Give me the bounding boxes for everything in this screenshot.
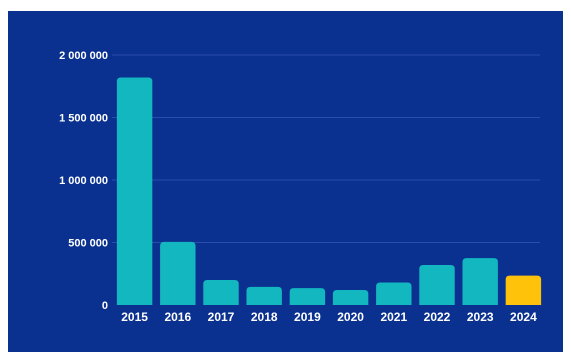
bars (116, 77, 542, 305)
x-tick-label: 2021 (380, 310, 407, 324)
y-axis-tick-labels: 0 500 000 1 000 000 1 500 000 2 000 000 (59, 50, 108, 312)
bar-2022 (419, 265, 455, 305)
bar-2019 (289, 288, 326, 305)
bar-2023 (462, 258, 498, 305)
x-axis-tick-labels: 2015 2016 2017 2018 2019 2020 2021 2022 2023 2024 (121, 310, 537, 324)
bar-2020 (332, 290, 369, 305)
bar-2021 (376, 282, 412, 305)
y-tick-label: 500 000 (68, 238, 108, 250)
bar-2024 (505, 275, 542, 305)
x-tick-label: 2019 (294, 310, 321, 324)
x-tick-label: 2018 (251, 310, 278, 324)
x-tick-label: 2015 (121, 310, 148, 324)
bar-2016 (160, 241, 196, 305)
y-tick-label: 0 (102, 300, 108, 312)
x-tick-label: 2020 (337, 310, 364, 324)
bar-2017 (203, 280, 239, 305)
bar-2015 (116, 77, 153, 305)
y-tick-label: 1 500 000 (59, 113, 108, 125)
x-tick-label: 2022 (424, 310, 451, 324)
grid-lines (112, 54, 540, 243)
x-tick-label: 2016 (164, 310, 191, 324)
x-tick-label: 2023 (467, 310, 494, 324)
bar-2018 (246, 286, 282, 305)
x-tick-label: 2017 (208, 310, 235, 324)
y-tick-label: 1 000 000 (59, 175, 108, 187)
y-tick-label: 2 000 000 (59, 50, 108, 62)
x-tick-label: 2024 (510, 310, 537, 324)
